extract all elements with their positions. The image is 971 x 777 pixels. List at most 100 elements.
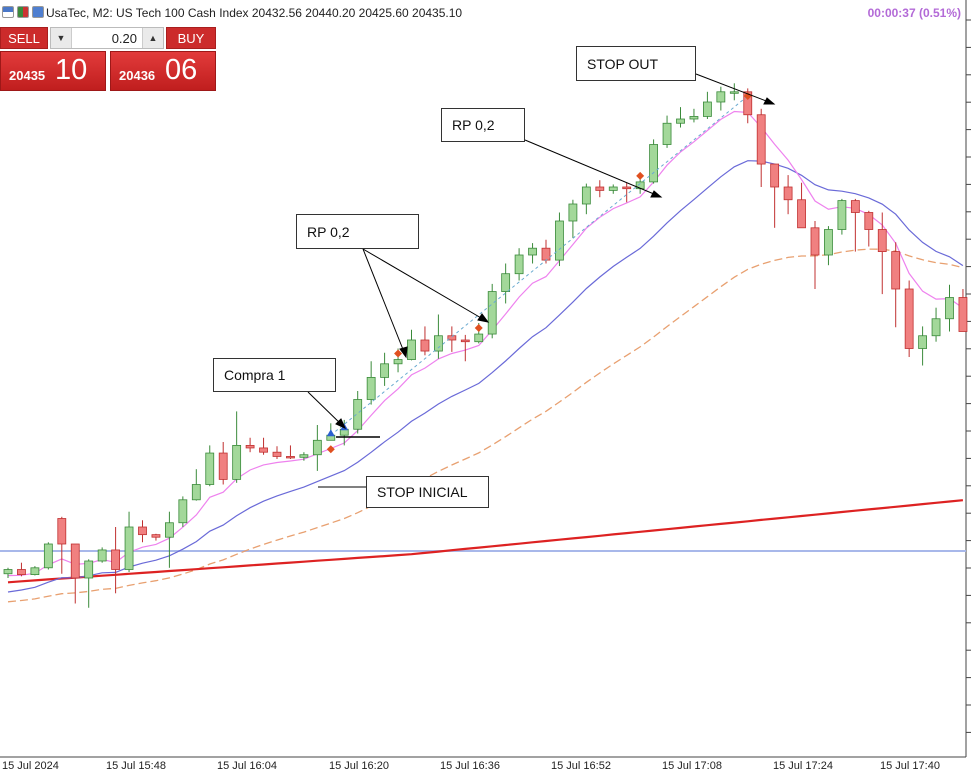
chart-title: UsaTec, M2: US Tech 100 Cash Index 20432… — [46, 6, 463, 20]
candle — [864, 210, 874, 247]
candle-body — [43, 543, 53, 569]
candle — [232, 411, 242, 483]
candle — [43, 542, 53, 570]
candle-body — [57, 518, 67, 545]
candle — [138, 520, 147, 543]
candle — [756, 108, 766, 187]
time-axis-label: 15 Jul 17:08 — [662, 760, 722, 772]
time-axis-label: 15 Jul 15:48 — [106, 760, 166, 772]
candle-body — [393, 359, 403, 365]
indicator-icon[interactable] — [32, 6, 44, 18]
candle-body — [783, 186, 793, 201]
symbol-icon[interactable] — [17, 6, 29, 18]
candle — [433, 314, 443, 359]
sell-button[interactable]: SELL — [0, 27, 48, 49]
candle-body — [568, 203, 578, 222]
candle-body — [178, 499, 188, 524]
candle-body — [541, 247, 551, 261]
candle-body — [689, 116, 699, 120]
callout-rp-1[interactable]: RP 0,2 — [296, 214, 419, 249]
candle-body — [528, 247, 537, 256]
callout-rp-2[interactable]: RP 0,2 — [441, 108, 525, 142]
callout-stop-inicial[interactable]: STOP INICIAL — [366, 476, 489, 508]
arrowhead-stop-out — [763, 97, 776, 105]
candle-body — [756, 114, 766, 165]
time-axis-label: 15 Jul 17:24 — [773, 760, 833, 772]
candle-body — [635, 181, 645, 190]
candle — [689, 108, 699, 123]
candle-body — [312, 439, 322, 456]
arrowhead-rp-2 — [650, 190, 663, 198]
candle — [581, 183, 591, 215]
candle — [850, 198, 860, 252]
candle-body — [824, 229, 833, 256]
candle-body — [447, 335, 457, 341]
candle-body — [837, 200, 847, 230]
candle-body — [124, 526, 134, 570]
candle — [17, 562, 26, 577]
arrow-rp-2 — [524, 139, 662, 198]
candle-body — [581, 186, 591, 205]
moving-average-mid — [7, 160, 964, 593]
candle — [3, 567, 13, 578]
candle — [622, 182, 632, 203]
candle — [918, 326, 927, 366]
candle-body — [487, 291, 497, 335]
candle — [164, 511, 174, 568]
volume-increase-icon[interactable]: ▲ — [142, 28, 163, 48]
candle — [608, 184, 618, 194]
candle-body — [662, 122, 672, 145]
buy-price-box[interactable]: 20436 06 — [110, 51, 216, 91]
candle — [797, 182, 806, 229]
candle-body — [958, 297, 968, 332]
candle — [191, 469, 201, 501]
candle-body — [407, 339, 416, 360]
time-axis-label: 15 Jul 16:36 — [440, 760, 500, 772]
candle-body — [111, 549, 120, 570]
sell-price-suffix: 10 — [55, 54, 88, 86]
candle-body — [205, 452, 215, 485]
candle-body — [703, 101, 712, 117]
chart-window-icon[interactable] — [2, 6, 14, 18]
candle — [783, 175, 793, 215]
candle-body — [501, 273, 511, 292]
candle — [703, 91, 712, 119]
candle-body — [877, 229, 887, 253]
candle-body — [286, 456, 295, 459]
chart-header: UsaTec, M2: US Tech 100 Cash Index 20432… — [0, 4, 971, 24]
callout-compra-1[interactable]: Compra 1 — [213, 358, 336, 392]
candle — [770, 163, 780, 228]
candle-body — [272, 451, 282, 457]
candle — [272, 446, 282, 459]
candle — [460, 334, 470, 362]
sell-price-box[interactable]: 20435 10 — [0, 51, 106, 91]
candle — [487, 283, 497, 339]
candle — [178, 496, 188, 527]
volume-value[interactable]: 0.20 — [111, 31, 137, 46]
candle-body — [218, 452, 228, 480]
candle — [945, 284, 954, 332]
callout-stop-out[interactable]: STOP OUT — [576, 46, 696, 81]
candle — [205, 445, 215, 487]
volume-decrease-icon[interactable]: ▼ — [51, 28, 72, 48]
candle-body — [299, 454, 309, 458]
candle — [218, 442, 228, 485]
candle-body — [191, 484, 201, 501]
candle-body — [97, 549, 107, 562]
candle — [891, 242, 901, 328]
candle — [57, 516, 67, 574]
candle-body — [380, 363, 390, 378]
candle — [810, 221, 820, 289]
candle-body — [716, 91, 726, 103]
candle-body — [810, 227, 820, 256]
candle — [877, 212, 887, 295]
candle-timer: 00:00:37 (0.51%) — [867, 6, 961, 20]
candle-body — [366, 376, 376, 400]
volume-input[interactable]: ▼ 0.20 ▲ — [50, 27, 164, 49]
buy-button[interactable]: BUY — [166, 27, 216, 49]
candle — [555, 212, 564, 267]
candle-body — [595, 186, 605, 191]
candle-body — [729, 91, 739, 94]
arrowhead-rp-1b — [477, 313, 490, 323]
